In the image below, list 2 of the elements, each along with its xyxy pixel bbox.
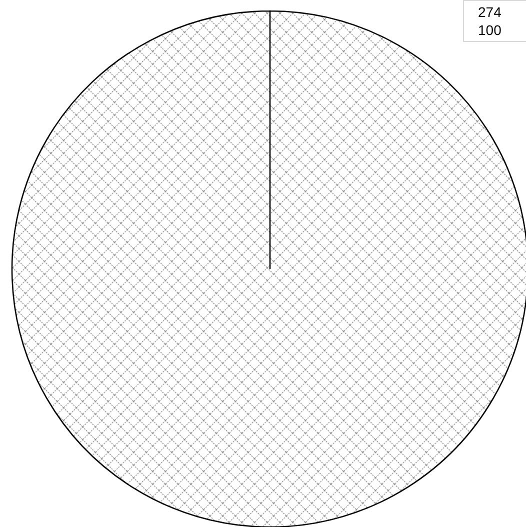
data-label: 100 (478, 21, 502, 39)
text: 274 (478, 3, 502, 21)
